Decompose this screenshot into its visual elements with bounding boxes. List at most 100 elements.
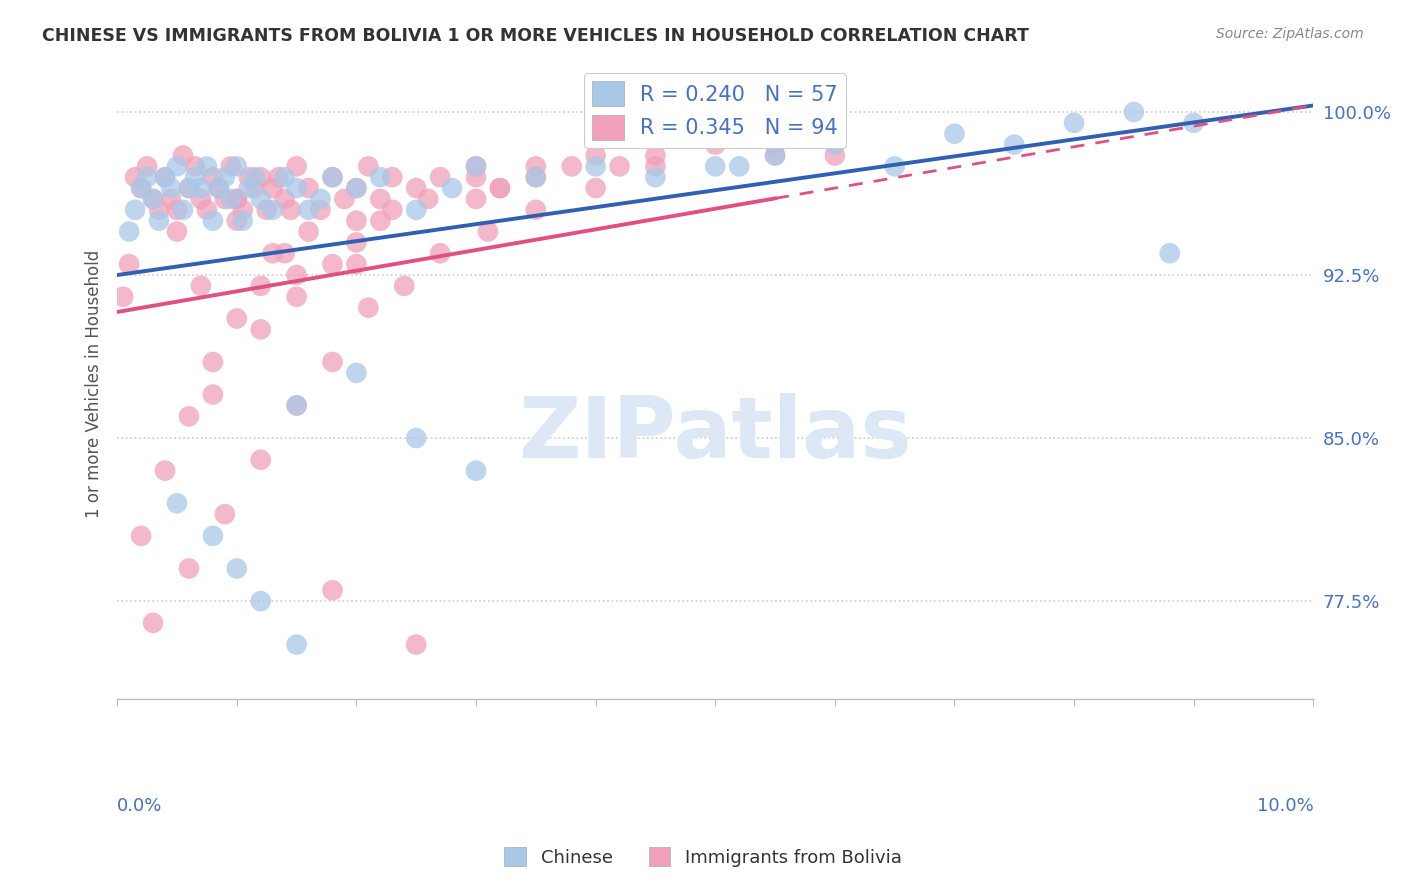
Point <box>160 192 183 206</box>
Point <box>267 170 290 185</box>
Point <box>201 529 224 543</box>
Point <box>943 127 966 141</box>
Point <box>166 225 188 239</box>
Point <box>465 159 488 173</box>
Point <box>344 235 367 250</box>
Point <box>124 170 146 185</box>
Point <box>585 148 607 162</box>
Legend: R = 0.240   N = 57, R = 0.345   N = 94: R = 0.240 N = 57, R = 0.345 N = 94 <box>583 72 846 148</box>
Point <box>195 159 218 173</box>
Point <box>285 159 308 173</box>
Point <box>124 202 146 217</box>
Point <box>370 170 392 185</box>
Point <box>333 192 356 206</box>
Point <box>585 181 607 195</box>
Point <box>1182 116 1205 130</box>
Point <box>256 202 278 217</box>
Point <box>142 615 165 630</box>
Point <box>883 159 905 173</box>
Point <box>148 213 170 227</box>
Point <box>112 290 135 304</box>
Point <box>465 159 488 173</box>
Point <box>561 159 583 173</box>
Point <box>285 399 308 413</box>
Point <box>344 257 367 271</box>
Point <box>177 561 200 575</box>
Point <box>262 246 284 260</box>
Point <box>214 507 236 521</box>
Text: Source: ZipAtlas.com: Source: ZipAtlas.com <box>1216 27 1364 41</box>
Point <box>321 257 343 271</box>
Point <box>249 594 271 608</box>
Point <box>344 213 367 227</box>
Point <box>609 159 631 173</box>
Point <box>243 181 266 195</box>
Point <box>309 192 332 206</box>
Point <box>118 257 141 271</box>
Point <box>344 181 367 195</box>
Point <box>201 355 224 369</box>
Point <box>225 159 247 173</box>
Point <box>148 202 170 217</box>
Point <box>273 246 295 260</box>
Point <box>262 202 284 217</box>
Point <box>285 268 308 282</box>
Point <box>489 181 512 195</box>
Point <box>405 431 427 445</box>
Point <box>429 170 451 185</box>
Point <box>309 202 332 217</box>
Point <box>1122 105 1144 120</box>
Point <box>524 170 547 185</box>
Point <box>136 170 159 185</box>
Point <box>273 192 295 206</box>
Point <box>129 529 152 543</box>
Point <box>321 583 343 598</box>
Text: ZIPatlas: ZIPatlas <box>519 392 912 475</box>
Point <box>249 170 271 185</box>
Point <box>344 181 367 195</box>
Point <box>201 170 224 185</box>
Point <box>418 192 440 206</box>
Point <box>153 170 176 185</box>
Point <box>381 170 404 185</box>
Point <box>262 181 284 195</box>
Point <box>142 192 165 206</box>
Point <box>763 137 786 152</box>
Text: 10.0%: 10.0% <box>1257 797 1313 814</box>
Point <box>405 638 427 652</box>
Point <box>232 213 254 227</box>
Point <box>166 496 188 510</box>
Point <box>285 399 308 413</box>
Point <box>824 137 846 152</box>
Point <box>321 170 343 185</box>
Point <box>129 181 152 195</box>
Point <box>644 170 666 185</box>
Point <box>357 301 380 315</box>
Point <box>585 159 607 173</box>
Point <box>344 366 367 380</box>
Point <box>232 202 254 217</box>
Point <box>280 202 302 217</box>
Point <box>465 170 488 185</box>
Point <box>370 213 392 227</box>
Point <box>136 159 159 173</box>
Point <box>321 355 343 369</box>
Point <box>118 225 141 239</box>
Point <box>190 181 212 195</box>
Point <box>177 409 200 424</box>
Point <box>477 225 499 239</box>
Point <box>381 202 404 217</box>
Point <box>524 159 547 173</box>
Point <box>297 225 319 239</box>
Point <box>285 638 308 652</box>
Point <box>704 137 727 152</box>
Point <box>429 246 451 260</box>
Point <box>249 192 271 206</box>
Point <box>405 181 427 195</box>
Point <box>219 159 242 173</box>
Point <box>153 464 176 478</box>
Point <box>177 181 200 195</box>
Point <box>249 279 271 293</box>
Point <box>208 181 231 195</box>
Point <box>524 170 547 185</box>
